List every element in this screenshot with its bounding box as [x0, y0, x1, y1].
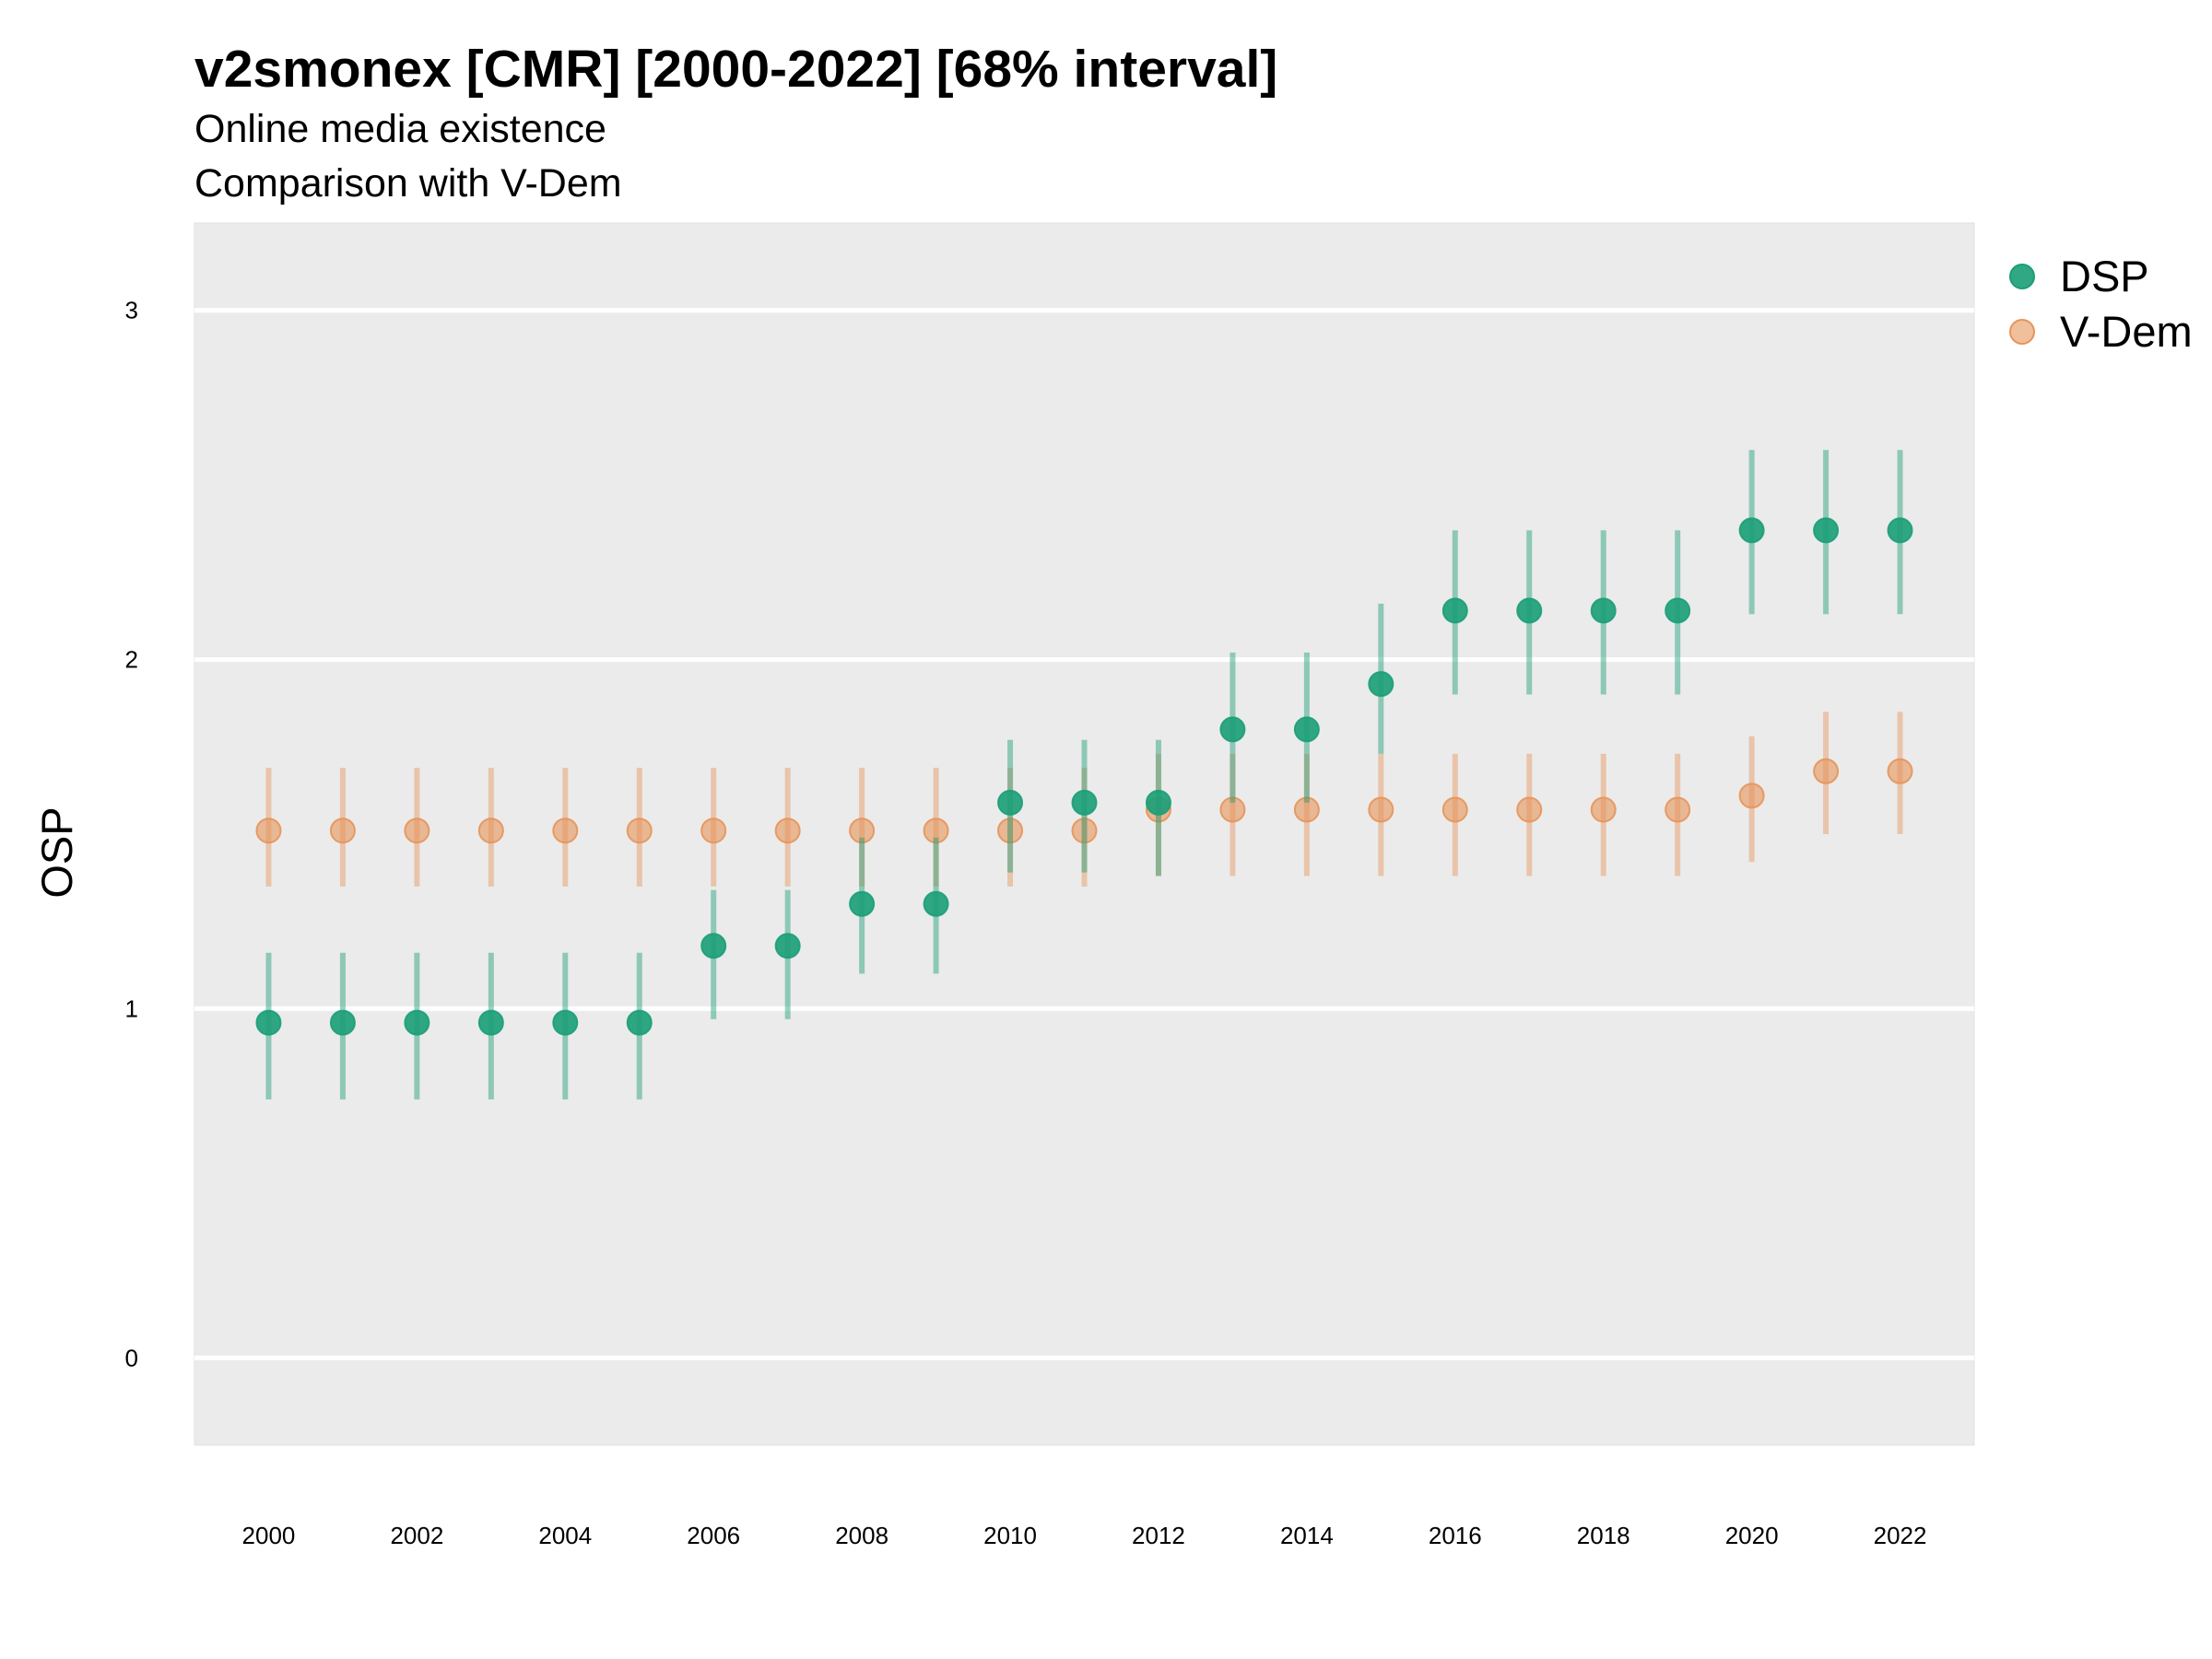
gridlines [194, 308, 1974, 1360]
data-point [1145, 789, 1171, 816]
chart-subtitle: Online media existence [194, 107, 606, 151]
legend-label: V-Dem [2060, 307, 2193, 356]
data-point [1516, 796, 1543, 823]
y-tick-label: 1 [125, 994, 138, 1022]
data-point [626, 1009, 653, 1036]
data-point [1441, 597, 1468, 624]
y-tick-label: 2 [125, 646, 138, 674]
legend-swatch [2009, 319, 2035, 345]
data-point [1887, 758, 1913, 784]
data-point [626, 818, 653, 844]
x-tick-label: 2016 [1429, 1522, 1482, 1549]
series-dsp [255, 450, 1913, 1100]
data-point [1368, 796, 1394, 823]
x-tick-label: 2018 [1577, 1522, 1630, 1549]
data-point [997, 789, 1024, 816]
y-axis-ticks: 0 1 2 3 [125, 297, 138, 1372]
x-tick-label: 2002 [390, 1522, 443, 1549]
series-v-dem [255, 712, 1913, 887]
data-point [1887, 517, 1913, 544]
data-point [477, 818, 504, 844]
data-point [923, 890, 949, 917]
data-point [700, 933, 727, 959]
data-point [1071, 789, 1098, 816]
data-point [1590, 796, 1617, 823]
data-point [1738, 782, 1765, 809]
data-point [255, 1009, 282, 1036]
data-point [774, 818, 801, 844]
legend-item: DSP [2009, 252, 2149, 300]
data-point [552, 1009, 579, 1036]
data-point [1293, 796, 1320, 823]
legend: DSP V-Dem [2009, 252, 2193, 356]
data-point [1738, 517, 1765, 544]
data-point [849, 818, 876, 844]
y-axis-label: OSP [32, 806, 81, 898]
x-axis-ticks: 2000 2002 2004 2006 2008 2010 2012 2014 2016 2018… [242, 1522, 1927, 1549]
data-point [1813, 517, 1840, 544]
data-point [1813, 758, 1840, 784]
data-point [1219, 796, 1246, 823]
data-point [1665, 796, 1691, 823]
x-tick-label: 2014 [1280, 1522, 1334, 1549]
x-tick-label: 2022 [1874, 1522, 1927, 1549]
data-point [552, 818, 579, 844]
data-point [255, 818, 282, 844]
x-tick-label: 2010 [983, 1522, 1037, 1549]
x-tick-label: 2006 [687, 1522, 740, 1549]
legend-label: DSP [2060, 252, 2149, 300]
x-tick-label: 2020 [1725, 1522, 1779, 1549]
data-point [1590, 597, 1617, 624]
data-point [1368, 671, 1394, 698]
data-point [1219, 716, 1246, 743]
chart-subtitle-2: Comparison with V-Dem [194, 161, 622, 206]
data-point [997, 818, 1024, 844]
data-point [774, 933, 801, 959]
x-tick-label: 2000 [242, 1522, 296, 1549]
data-point [849, 890, 876, 917]
data-point [1516, 597, 1543, 624]
y-tick-label: 0 [125, 1344, 138, 1371]
data-point [923, 818, 949, 844]
data-point [329, 1009, 356, 1036]
legend-item: V-Dem [2009, 307, 2193, 356]
y-tick-label: 3 [125, 297, 138, 324]
data-point [1293, 716, 1320, 743]
chart-title: v2smonex [CMR] [2000-2022] [68% interval… [194, 40, 1277, 99]
data-point [1665, 597, 1691, 624]
data-point [404, 818, 430, 844]
x-tick-label: 2004 [538, 1522, 592, 1549]
data-point [329, 818, 356, 844]
data-point [700, 818, 727, 844]
data-marks [255, 450, 1913, 1100]
data-point [477, 1009, 504, 1036]
data-point [1441, 796, 1468, 823]
x-tick-label: 2008 [835, 1522, 888, 1549]
data-point [404, 1009, 430, 1036]
x-tick-label: 2012 [1132, 1522, 1185, 1549]
legend-swatch [2009, 264, 2035, 289]
data-point [1071, 818, 1098, 844]
